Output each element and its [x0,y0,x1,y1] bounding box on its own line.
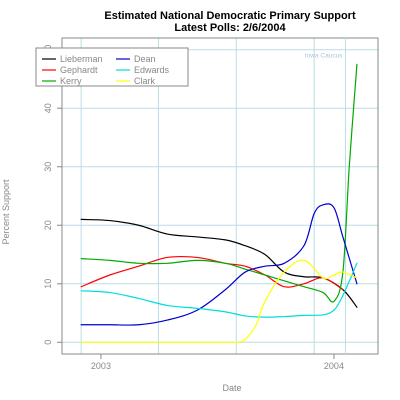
y-tick-label: 0 [43,340,53,345]
legend-label-edwards: Edwards [134,65,170,75]
legend-box [35,47,189,87]
y-tick-label: 30 [43,162,53,172]
chart-subtitle: Latest Polls: 2/6/2004 [174,22,286,34]
y-axis-ticks: 01020304050 [43,45,62,345]
y-axis-label: Percent Support [1,179,11,245]
x-tick-label: 2004 [324,361,344,371]
series-line-dean [80,203,358,326]
legend-label-clark: Clark [134,76,156,86]
legend-label-lieberman: Lieberman [60,54,103,64]
series-line-gephardt [80,255,344,291]
series-line-kerry [80,63,358,303]
series-line-clark [80,259,358,344]
y-tick-label: 40 [43,103,53,113]
x-axis-label: Date [222,383,241,393]
legend-label-dean: Dean [134,54,156,64]
y-tick-label: 20 [43,220,53,230]
series-lines [80,63,358,344]
series-line-edwards [80,262,358,318]
plot-frame [61,37,379,355]
annotations: Iowa Caucus [305,38,346,354]
x-tick-label: 2003 [91,361,111,371]
legend-label-gephardt: Gephardt [60,65,98,75]
chart-title: Estimated National Democratic Primary Su… [104,10,356,22]
y-tick-label: 10 [43,279,53,289]
annotation-label: Iowa Caucus [305,52,343,59]
legend-label-kerry: Kerry [60,76,82,86]
x-axis-ticks: 2003 2004 [91,354,344,371]
